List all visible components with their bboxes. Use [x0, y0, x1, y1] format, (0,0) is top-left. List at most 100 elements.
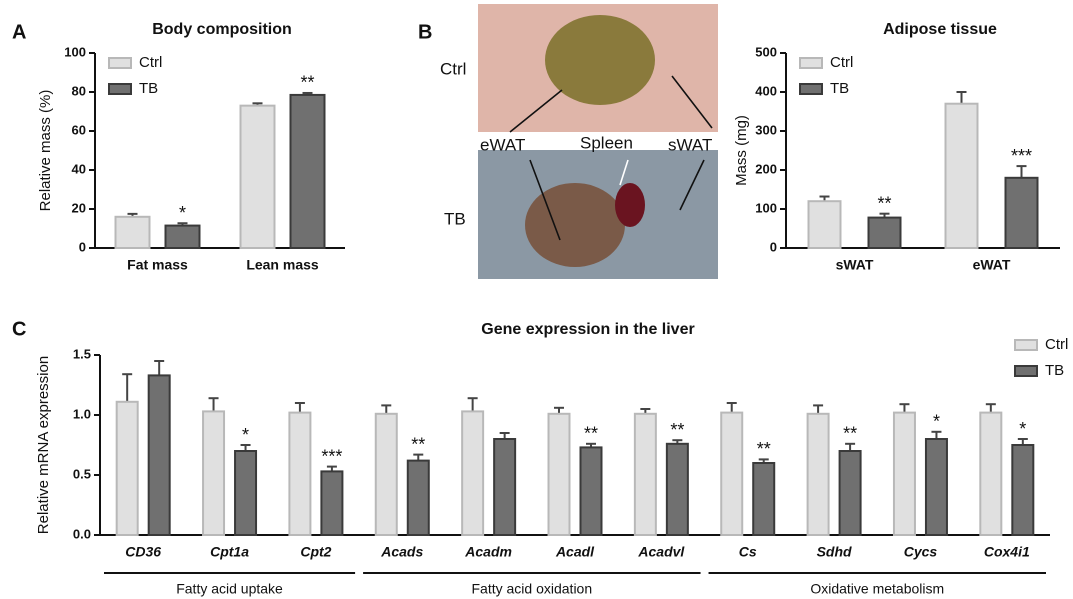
significance-label: * — [933, 412, 940, 432]
photo-spleen — [615, 183, 645, 227]
x-tick-label: Acadm — [464, 544, 512, 560]
x-tick-label: Fat mass — [127, 257, 188, 273]
y-tick-label: 20 — [72, 200, 86, 215]
legend-label: Ctrl — [1045, 336, 1068, 353]
legend-label: TB — [830, 80, 849, 97]
y-tick-label: 100 — [64, 44, 86, 59]
y-tick-label: 500 — [755, 44, 777, 59]
bar — [288, 411, 312, 537]
x-tick-label: Cox4i1 — [984, 544, 1030, 560]
arrow — [509, 89, 563, 133]
bar — [234, 450, 258, 536]
photo-label: TB — [444, 209, 466, 228]
legend-label: TB — [139, 80, 158, 97]
bar — [633, 412, 657, 536]
x-tick-label: eWAT — [973, 257, 1011, 273]
bar — [924, 438, 948, 536]
significance-label: *** — [321, 446, 342, 466]
y-axis-label: Mass (mg) — [733, 115, 750, 186]
bar — [944, 102, 979, 249]
bar — [806, 412, 830, 536]
arrow — [619, 159, 629, 186]
photo-gap — [478, 132, 718, 150]
panel-label: A — [12, 21, 26, 43]
y-tick-label: 1.0 — [73, 406, 91, 421]
bar — [289, 93, 326, 249]
bar — [164, 224, 201, 249]
significance-label: ** — [877, 193, 891, 213]
legend-swatch — [799, 83, 823, 95]
group-label: Fatty acid uptake — [176, 581, 283, 597]
bar — [1004, 176, 1039, 249]
y-tick-label: 200 — [755, 161, 777, 176]
bar — [406, 459, 430, 537]
x-tick-label: Cpt2 — [300, 544, 331, 560]
x-tick-label: sWAT — [836, 257, 874, 273]
significance-label: ** — [670, 420, 684, 440]
bar — [579, 446, 603, 536]
bar — [752, 462, 776, 536]
bar — [320, 470, 344, 536]
legend-swatch — [1014, 365, 1038, 377]
x-tick-label: Cycs — [904, 544, 938, 560]
bar — [979, 411, 1003, 537]
bar — [239, 104, 276, 250]
bar — [547, 412, 571, 536]
bar — [807, 200, 842, 249]
bar — [867, 216, 902, 250]
legend-label: Ctrl — [139, 54, 162, 71]
significance-label: ** — [757, 439, 771, 459]
bar — [115, 400, 139, 536]
y-tick-label: 0 — [79, 239, 86, 254]
significance-label: ** — [843, 424, 857, 444]
legend-label: TB — [1045, 362, 1064, 379]
bar — [838, 450, 862, 536]
y-axis-label: Relative mRNA expression — [35, 356, 52, 534]
legend-label: Ctrl — [830, 54, 853, 71]
bar — [720, 411, 744, 537]
y-tick-label: 40 — [72, 161, 86, 176]
x-tick-label: Lean mass — [246, 257, 319, 273]
group-label: Fatty acid oxidation — [472, 581, 593, 597]
legend-swatch — [799, 57, 823, 69]
bar — [147, 374, 171, 536]
x-tick-label: Acads — [380, 544, 423, 560]
significance-label: ** — [300, 73, 314, 93]
panel-label: C — [12, 318, 26, 340]
y-axis-label: Relative mass (%) — [37, 90, 54, 212]
significance-label: * — [242, 425, 249, 445]
photo-label: sWAT — [668, 135, 712, 154]
y-tick-label: 0.0 — [73, 526, 91, 541]
photo-arrows — [509, 75, 713, 241]
y-tick-label: 0 — [770, 239, 777, 254]
x-tick-label: Cpt1a — [210, 544, 249, 560]
photo-label: Ctrl — [440, 59, 466, 78]
panel-label: B — [418, 21, 432, 43]
x-tick-label: Acadvl — [637, 544, 685, 560]
legend-swatch — [108, 83, 132, 95]
bar — [892, 411, 916, 537]
y-tick-label: 400 — [755, 83, 777, 98]
x-tick-label: Cs — [739, 544, 757, 560]
arrow — [529, 159, 561, 241]
bar — [114, 215, 151, 250]
x-tick-label: CD36 — [125, 544, 161, 560]
legend-swatch — [108, 57, 132, 69]
legend-swatch — [1014, 339, 1038, 351]
arrow — [679, 159, 705, 211]
chart-title: Gene expression in the liver — [481, 321, 694, 338]
x-tick-label: Sdhd — [817, 544, 852, 560]
photo: Ctrl TB eWAT Spleen sWAT — [440, 4, 718, 279]
bar — [665, 442, 689, 536]
y-tick-label: 0.5 — [73, 466, 91, 481]
significance-label: ** — [584, 424, 598, 444]
y-tick-label: 100 — [755, 200, 777, 215]
y-tick-label: 300 — [755, 122, 777, 137]
bar — [493, 438, 517, 536]
significance-label: * — [1019, 419, 1026, 439]
photo-label: eWAT — [480, 135, 525, 154]
bar — [202, 410, 226, 536]
photo-label: Spleen — [580, 133, 633, 152]
bar — [1011, 444, 1035, 536]
